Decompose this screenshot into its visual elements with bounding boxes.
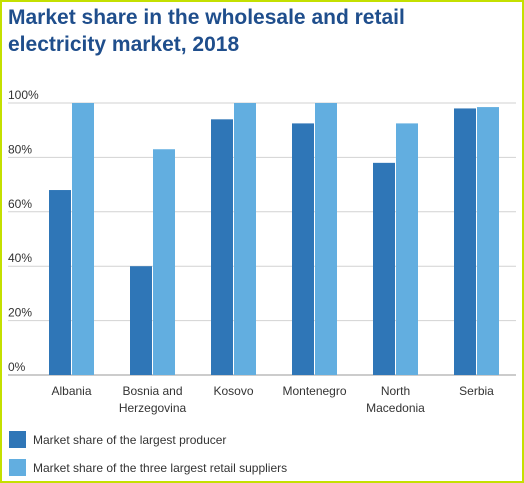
category-label: Montenegro (282, 384, 346, 398)
y-tick-label: 80% (8, 142, 32, 156)
category-label: North Macedonia (366, 384, 425, 415)
bar-series-1 (130, 266, 152, 375)
bar-series-1 (292, 123, 314, 376)
bar-series-2 (234, 103, 256, 375)
category-label: Albania (51, 384, 91, 398)
bar-series-1 (454, 108, 476, 375)
legend-label-series-2: Market share of the three largest retail… (33, 461, 287, 475)
legend-swatch-series-2 (9, 459, 26, 476)
legend-label-series-1: Market share of the largest producer (33, 433, 226, 447)
y-tick-label: 100% (8, 88, 39, 102)
bars (49, 103, 499, 376)
bar-series-2 (477, 107, 499, 375)
category-label: Kosovo (213, 384, 253, 398)
bar-series-1 (211, 119, 233, 375)
y-tick-label: 40% (8, 251, 32, 265)
legend: Market share of the largest producer Mark… (9, 431, 287, 476)
category-label: Serbia (459, 384, 494, 398)
x-axis-category-labels: Albania Bosnia and Herzegovina Kosovo Monten… (51, 384, 494, 415)
y-tick-label: 60% (8, 197, 32, 211)
bar-series-2 (153, 149, 175, 375)
bar-series-1 (373, 162, 395, 375)
bar-series-2 (72, 103, 94, 375)
bar-series-2 (396, 123, 418, 376)
y-axis-tick-labels: 0% 20% 40% 60% 80% 100% (8, 88, 39, 374)
y-tick-label: 0% (8, 360, 26, 374)
legend-swatch-series-1 (9, 431, 26, 448)
bar-series-1 (49, 190, 71, 375)
category-label: Bosnia and Herzegovina (119, 384, 187, 415)
y-tick-label: 20% (8, 306, 32, 320)
bar-series-2 (315, 103, 337, 375)
chart-title: Market share in the wholesale and retail… (8, 6, 405, 56)
